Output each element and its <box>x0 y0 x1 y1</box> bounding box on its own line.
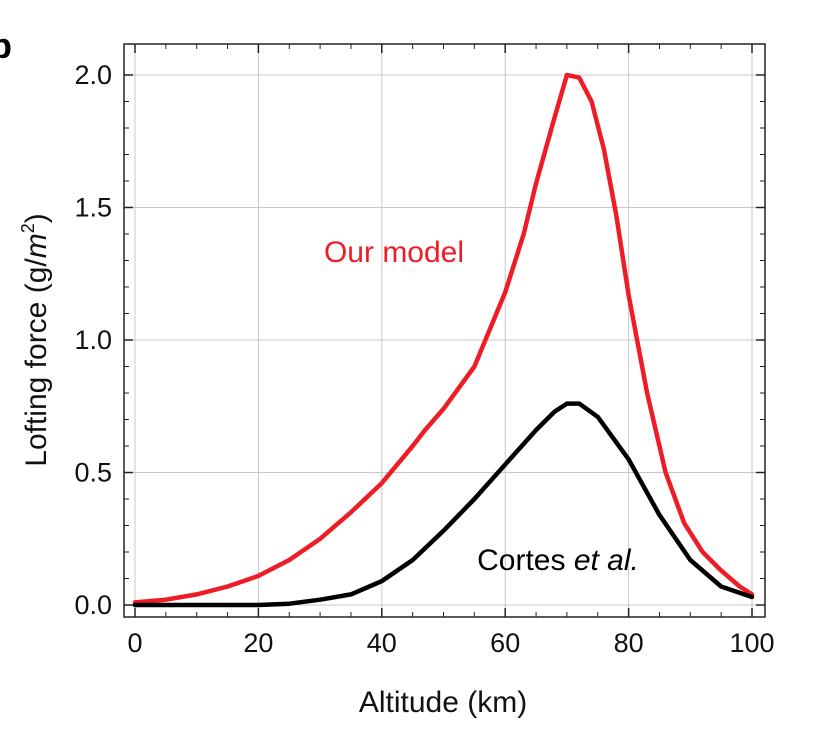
x-tick-labels: 0 20 40 60 80 100 <box>127 628 774 658</box>
y-tick-label: 1.0 <box>74 325 112 355</box>
plot-frame <box>123 43 766 618</box>
x-tick-label: 20 <box>243 628 273 658</box>
y-tick-label: 0.5 <box>74 458 112 488</box>
x-tick-label: 80 <box>614 628 644 658</box>
x-tick-label: 0 <box>127 628 142 658</box>
series-line-our-model <box>132 72 755 605</box>
y-axis-title-main: Lofting force (g/ <box>20 258 53 467</box>
plot-border <box>123 43 766 618</box>
annotation-cortes: Cortes et al. <box>477 544 639 577</box>
annotation-cortes-main: Cortes <box>477 544 574 577</box>
y-tick-label: 1.5 <box>74 193 112 223</box>
y-axis-title-unit: m <box>20 233 53 258</box>
y-axis-title: Lofting force (g/m2) <box>18 213 53 466</box>
tick-marks <box>124 44 765 617</box>
y-axis-title-close: ) <box>20 213 53 223</box>
annotation-cortes-italic: et al. <box>574 544 639 577</box>
x-tick-label: 100 <box>729 628 774 658</box>
series-layer <box>132 72 755 608</box>
x-axis-title: Altitude (km) <box>359 686 527 719</box>
x-tick-label: 60 <box>490 628 520 658</box>
y-axis-title-sup: 2 <box>18 223 38 233</box>
y-tick-label: 2.0 <box>74 60 112 90</box>
x-tick-label: 40 <box>367 628 397 658</box>
panel-label: b <box>0 25 12 66</box>
annotation-our-model: Our model <box>324 236 464 269</box>
series-line-cortes <box>132 401 755 608</box>
y-tick-labels: 0.0 0.5 1.0 1.5 2.0 <box>74 60 112 620</box>
y-tick-label: 0.0 <box>74 590 112 620</box>
